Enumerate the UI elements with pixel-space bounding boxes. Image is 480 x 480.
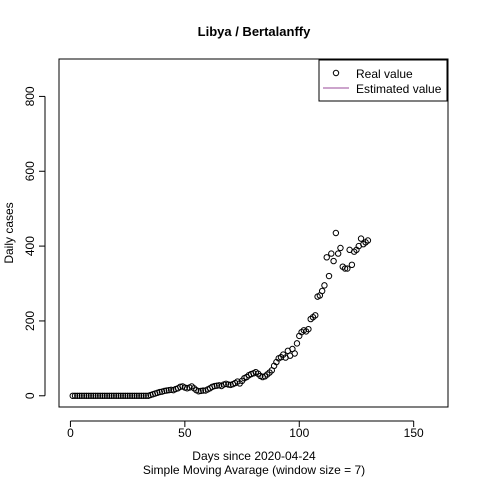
data-point — [337, 244, 344, 252]
data-point — [177, 383, 184, 390]
data-point — [85, 392, 92, 399]
legend: Real value Estimated value — [318, 59, 448, 102]
data-points — [69, 229, 372, 399]
data-point — [334, 250, 342, 257]
legend-marker-real — [332, 69, 340, 77]
data-point — [101, 392, 108, 399]
data-point — [115, 392, 122, 399]
data-point — [328, 250, 335, 257]
data-point — [305, 325, 312, 333]
data-point — [323, 254, 330, 261]
x-tick-label: 150 — [404, 426, 424, 440]
data-point — [117, 392, 124, 399]
chart-title: Libya / Bertalanffy — [198, 24, 311, 39]
y-tick-label: 800 — [23, 86, 37, 106]
data-point — [318, 287, 326, 295]
data-point — [129, 392, 136, 399]
legend-box — [318, 59, 448, 102]
data-point — [195, 388, 202, 395]
data-point — [165, 386, 173, 394]
chart-subtitle: Simple Moving Avarage (window size = 7) — [143, 463, 365, 477]
y-tick-label: 600 — [23, 161, 37, 181]
data-point — [344, 265, 351, 272]
x-tick-label: 50 — [178, 426, 192, 440]
data-point — [197, 387, 205, 395]
x-axis: 0 50 100 150 — [67, 420, 424, 440]
data-point — [167, 386, 175, 393]
data-point — [364, 237, 372, 244]
data-point — [341, 265, 349, 272]
x-axis-label: Days since 2020-04-24 — [192, 449, 316, 463]
data-point — [163, 387, 170, 394]
data-point — [199, 387, 207, 394]
data-point — [293, 340, 301, 347]
x-tick-label: 0 — [67, 426, 74, 440]
data-point — [131, 392, 138, 399]
data-point — [330, 257, 337, 265]
data-point — [90, 392, 97, 399]
data-point — [108, 392, 115, 399]
data-point — [332, 229, 340, 237]
data-point — [124, 392, 131, 399]
y-axis: 0 200 400 600 800 — [23, 86, 46, 399]
y-axis-label: Daily cases — [2, 202, 16, 263]
x-tick-label: 100 — [289, 426, 309, 440]
data-point — [133, 392, 141, 399]
y-tick-label: 0 — [23, 392, 37, 399]
data-point — [87, 392, 95, 399]
legend-label-estimated: Estimated value — [356, 82, 442, 96]
data-point — [110, 392, 118, 399]
data-point — [103, 392, 111, 399]
data-point — [140, 392, 147, 399]
data-point — [122, 392, 129, 399]
data-point — [135, 392, 143, 399]
data-point — [138, 392, 145, 399]
data-point — [161, 387, 168, 395]
data-point — [69, 392, 76, 399]
y-tick-label: 400 — [23, 236, 37, 256]
data-point — [113, 392, 120, 399]
data-point — [348, 261, 356, 269]
data-point — [126, 392, 134, 399]
data-point — [71, 392, 79, 399]
data-point — [211, 382, 218, 390]
data-point — [321, 282, 328, 289]
data-point — [156, 388, 163, 396]
data-point — [142, 392, 150, 399]
data-point — [78, 392, 86, 399]
data-point — [74, 392, 81, 399]
data-point — [96, 392, 104, 399]
data-point — [106, 392, 113, 399]
data-point — [76, 392, 83, 399]
data-point — [94, 392, 102, 399]
data-point — [83, 392, 90, 399]
data-point — [357, 235, 365, 242]
data-point — [291, 350, 298, 357]
data-point — [119, 392, 127, 399]
legend-label-real: Real value — [356, 67, 413, 81]
data-point — [80, 392, 88, 399]
data-point — [325, 272, 333, 280]
data-point — [213, 382, 221, 389]
data-point — [92, 392, 99, 399]
y-tick-label: 200 — [23, 311, 37, 331]
plot-area-frame — [58, 58, 449, 408]
data-point — [225, 381, 232, 388]
data-point — [99, 392, 106, 399]
data-point — [312, 312, 319, 319]
